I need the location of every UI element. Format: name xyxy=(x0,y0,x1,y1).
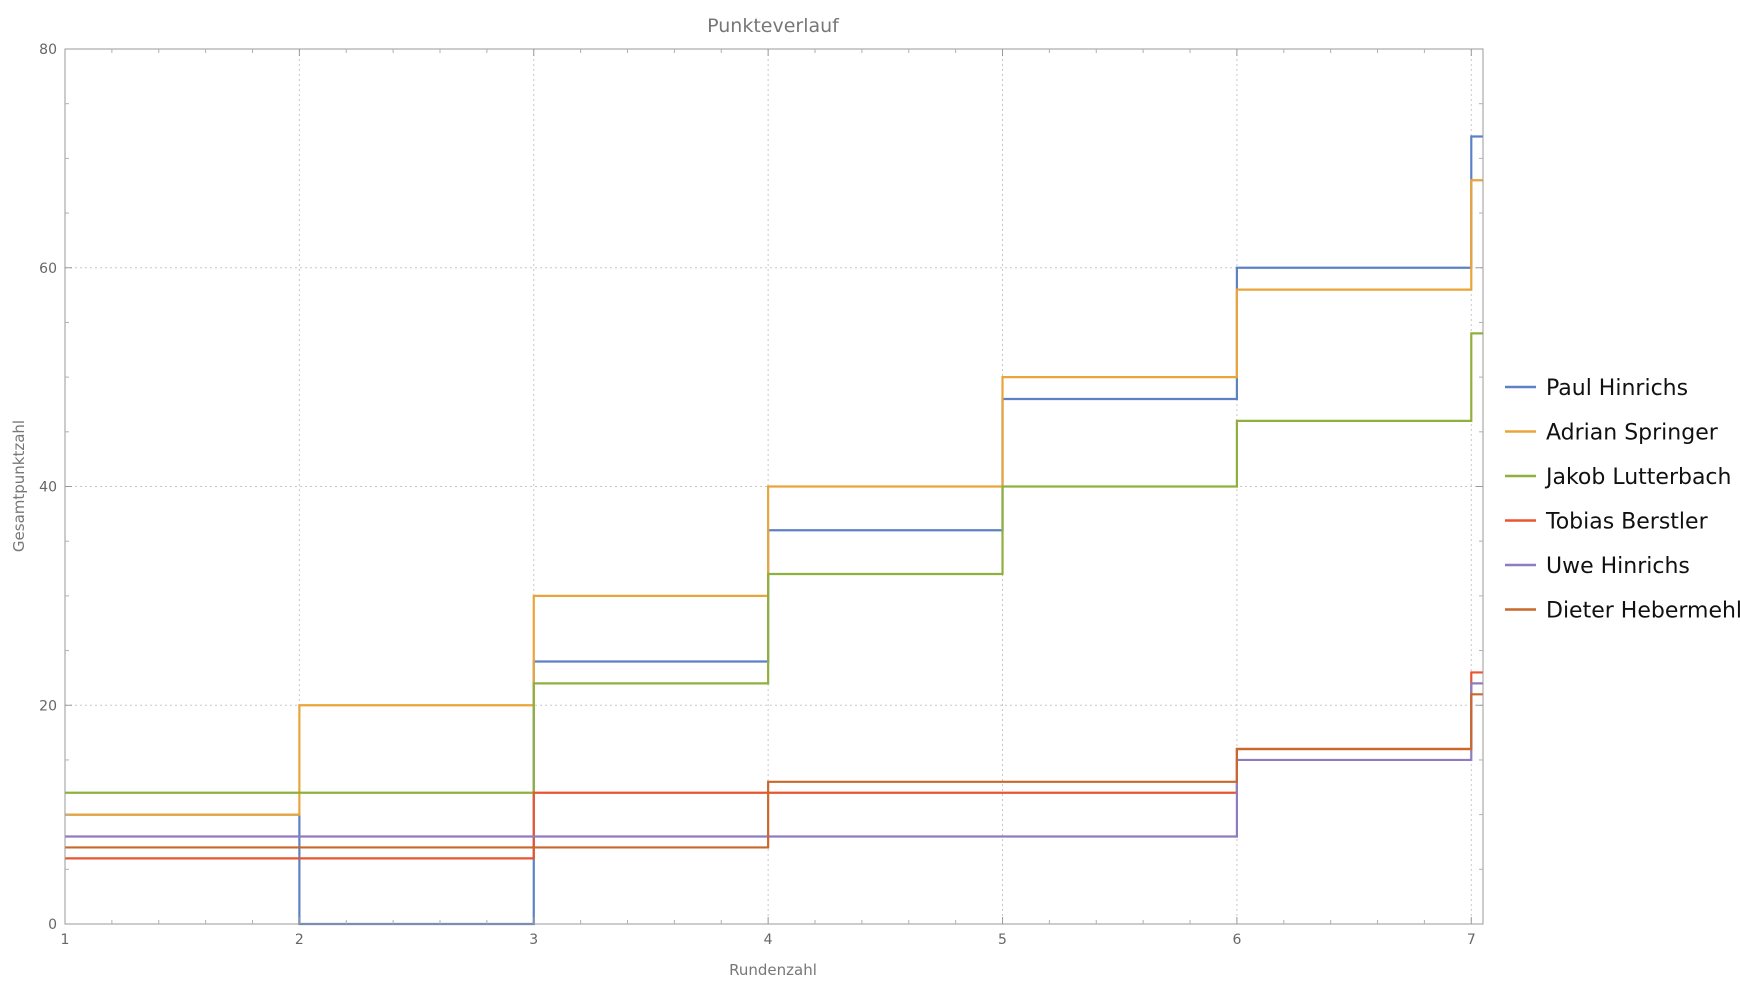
chart-title: Punkteverlauf xyxy=(707,15,840,37)
y-tick-label: 40 xyxy=(39,480,57,496)
x-axis-label: Rundenzahl xyxy=(729,961,817,979)
series-line-3 xyxy=(65,332,1483,794)
legend-label: Paul Hinrichs xyxy=(1546,376,1688,401)
x-tick-label: 7 xyxy=(1467,932,1476,948)
x-tick-label: 1 xyxy=(61,932,70,948)
axis-ticks: 1 2 3 4 5 6 7 0 20 40 60 80 xyxy=(39,42,1483,948)
x-tick-label: 6 xyxy=(1232,932,1241,948)
x-tick-label: 4 xyxy=(764,932,773,948)
legend-label: Jakob Lutterbach xyxy=(1544,465,1731,490)
legend-label: Uwe Hinrichs xyxy=(1546,554,1690,579)
series-layer xyxy=(65,135,1483,926)
x-tick-label: 5 xyxy=(998,932,1007,948)
series-line-1 xyxy=(65,135,1483,926)
legend-label: Tobias Berstler xyxy=(1545,510,1709,535)
y-axis-label: Gesamtpunktzahl xyxy=(10,420,28,552)
y-tick-label: 20 xyxy=(39,698,57,714)
series-line-6 xyxy=(65,693,1483,849)
legend-label: Dieter Hebermehl xyxy=(1546,599,1740,624)
x-tick-label: 2 xyxy=(295,932,304,948)
y-tick-label: 80 xyxy=(39,42,57,58)
x-tick-label: 3 xyxy=(529,932,538,948)
legend-label: Adrian Springer xyxy=(1546,421,1719,446)
series-line-2 xyxy=(65,179,1483,816)
y-tick-label: 0 xyxy=(48,917,57,933)
y-tick-label: 60 xyxy=(39,261,57,277)
series-line-4 xyxy=(65,671,1483,860)
legend: Paul Hinrichs Adrian Springer Jakob Lutter… xyxy=(1505,376,1740,624)
